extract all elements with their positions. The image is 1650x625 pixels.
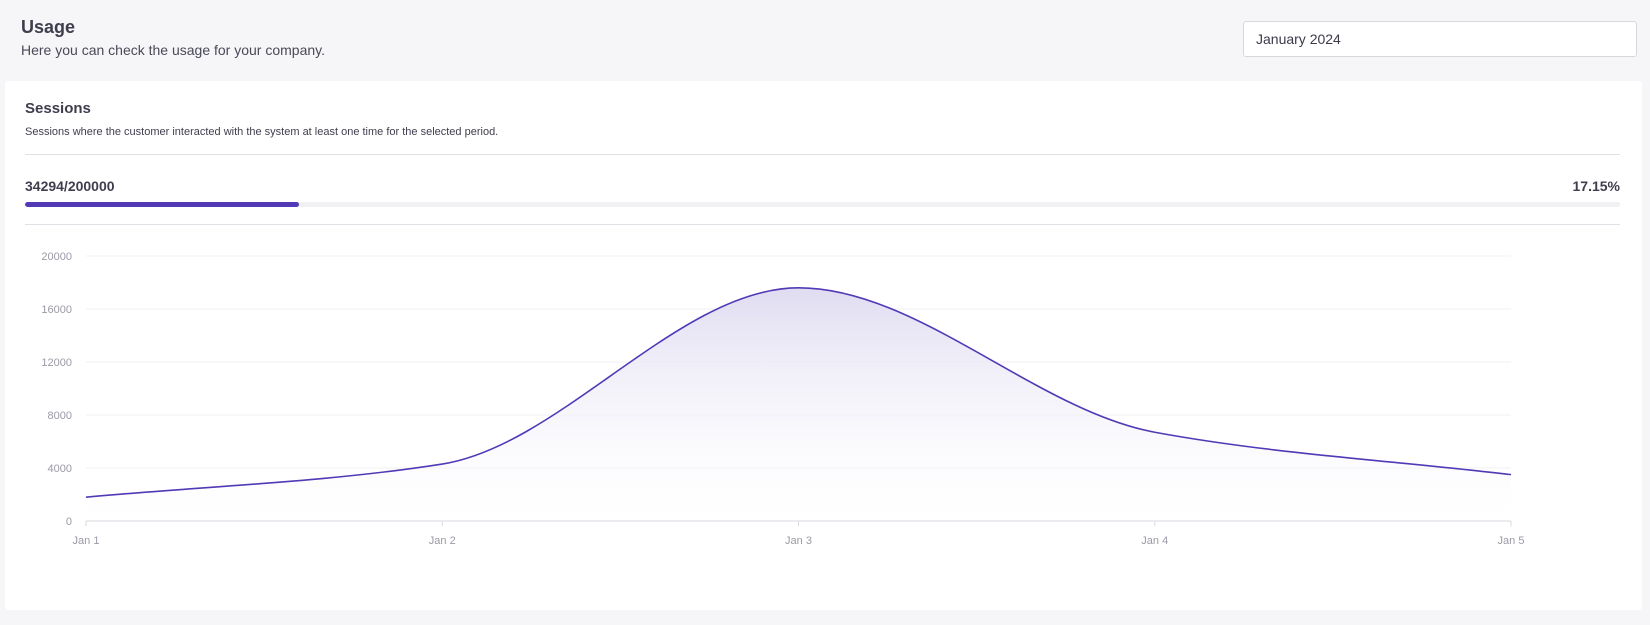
y-tick-label: 20000 [41, 251, 72, 263]
y-tick-label: 12000 [41, 357, 72, 369]
page-subtitle: Here you can check the usage for your co… [21, 42, 326, 58]
usage-progress-fill [25, 202, 299, 207]
usage-count: 34294/200000 [25, 178, 115, 194]
x-tick-label: Jan 1 [73, 535, 100, 547]
sessions-line [85, 286, 1512, 498]
y-tick-label: 4000 [48, 463, 72, 475]
period-select[interactable]: January 2024 [1243, 21, 1637, 57]
sessions-title: Sessions [25, 100, 91, 117]
x-tick-label: Jan 2 [429, 535, 456, 547]
page-title: Usage [21, 17, 76, 37]
sessions-area [86, 287, 1511, 521]
page-header: Usage Here you can check the usage for y… [21, 16, 325, 59]
sessions-description: Sessions where the customer interacted w… [25, 126, 499, 138]
usage-progress-bar [25, 202, 1620, 207]
divider-top [25, 154, 1620, 155]
usage-percent: 17.15% [1572, 178, 1620, 194]
x-tick-label: Jan 4 [1141, 535, 1168, 547]
y-tick-label: 0 [66, 516, 72, 528]
x-tick-label: Jan 3 [785, 535, 812, 547]
divider-bottom [25, 224, 1620, 225]
sessions-chart: 0 4000 8000 12000 16000 20000 Jan 1 Jan 2 Jan 3 J… [41, 251, 1525, 547]
sessions-card: Sessions Sessions where the customer int… [5, 81, 1642, 610]
x-tick-label: Jan 5 [1498, 535, 1525, 547]
y-tick-label: 16000 [41, 304, 72, 316]
y-tick-label: 8000 [48, 410, 72, 422]
